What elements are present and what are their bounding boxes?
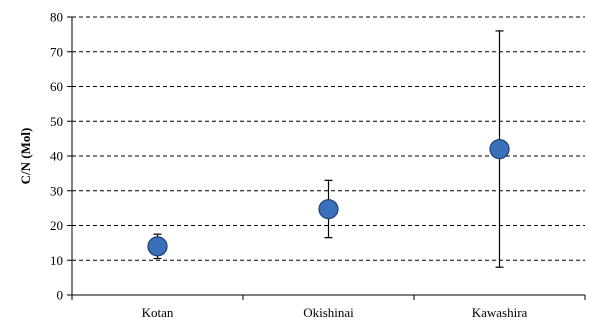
y-tick-label: 10 [50,253,63,268]
x-tick-label: Kotan [142,305,174,320]
y-tick-label: 0 [57,288,64,303]
x-axis-ticks: Kotan Okishinai Kawashira [71,295,586,320]
y-axis-ticks: 0 10 20 30 40 50 60 70 80 [50,10,72,303]
error-bars [153,30,504,268]
data-point [489,138,510,160]
y-tick-label: 60 [50,79,63,94]
y-axis-title: C/N (Mol) [18,128,33,185]
data-point [147,236,168,257]
x-tick-label: Kawashira [472,305,528,320]
y-tick-label: 80 [50,10,63,25]
y-tick-label: 50 [50,114,63,129]
data-point [318,199,339,220]
y-tick-label: 40 [50,149,63,164]
y-tick-label: 20 [50,218,63,233]
data-points [147,138,510,257]
x-tick-label: Okishinai [303,305,354,320]
y-tick-label: 70 [50,44,63,59]
y-tick-label: 30 [50,183,63,198]
